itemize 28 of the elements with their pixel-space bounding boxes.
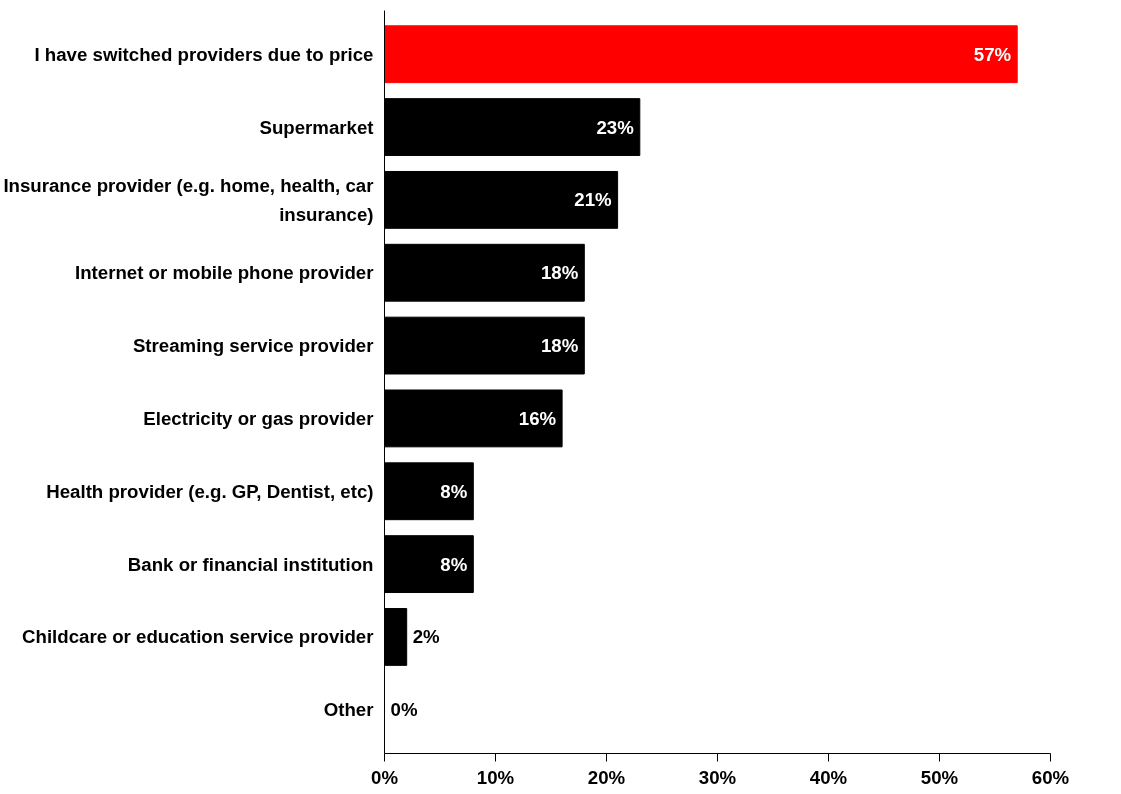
data-label: 18%: [540, 262, 579, 284]
data-label: 2%: [412, 626, 441, 648]
x-tick-label: 60%: [1031, 766, 1070, 788]
data-label: 18%: [540, 335, 579, 357]
y-tick-label: Childcare or education service provider: [22, 626, 374, 648]
data-label: 8%: [440, 480, 468, 502]
y-tick-label: Supermarket: [259, 116, 374, 138]
y-tick-label: Other: [323, 699, 374, 721]
y-tick-label: Streaming service provider: [132, 335, 374, 357]
data-label: 0%: [390, 699, 418, 721]
x-tick-label: 20%: [587, 766, 626, 788]
y-tick-label: Health provider (e.g. GP, Dentist, etc): [46, 480, 374, 502]
x-tick-label: 10%: [476, 766, 515, 788]
y-tick-label: Electricity or gas provider: [143, 407, 374, 429]
x-tick-label: 0%: [371, 766, 399, 788]
data-label: 21%: [574, 189, 613, 211]
data-label: 23%: [596, 116, 635, 138]
x-tick-label: 50%: [920, 766, 959, 788]
y-tick-label: Bank or financial institution: [127, 553, 374, 575]
data-label: 8%: [440, 553, 468, 575]
data-label: 57%: [973, 43, 1012, 65]
y-tick-label: Insurance provider (e.g. home, health, car insurance): [3, 174, 374, 226]
y-tick-label: Internet or mobile phone provider: [74, 262, 374, 284]
bar: [384, 25, 1018, 84]
x-tick-label: 40%: [809, 766, 848, 788]
y-tick-label: I have switched providers due to price: [34, 43, 374, 65]
data-label: 16%: [518, 407, 557, 429]
x-tick-label: 30%: [698, 766, 737, 788]
